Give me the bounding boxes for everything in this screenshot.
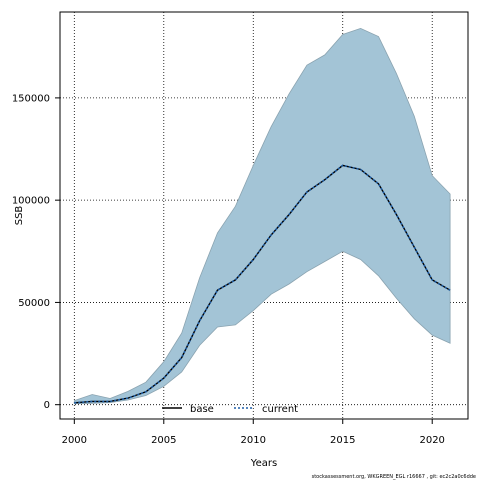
x-tick-label: 2015 (330, 435, 355, 446)
y-axis: 0 50000 100000 150000 (12, 93, 60, 411)
confidence-band (73, 27, 451, 405)
plot-frame (59, 11, 469, 420)
y-tick-label: 100000 (12, 196, 50, 207)
legend: base current (162, 404, 298, 415)
x-tick-label: 2005 (151, 435, 176, 446)
y-tick-label: 150000 (12, 93, 50, 104)
footer-text: stockassessment.org, WKGREEN_EGL r16667 … (312, 474, 476, 480)
x-tick-label: 2000 (62, 435, 87, 446)
series-line-current (74, 164, 451, 404)
series-lines (74, 164, 451, 404)
legend-label-current: current (262, 404, 298, 415)
x-axis: 2000 2005 2010 2015 2020 (62, 419, 445, 446)
y-tick-label: 0 (44, 400, 50, 411)
y-axis-label: SSB (14, 206, 25, 226)
x-tick-label: 2020 (419, 435, 444, 446)
x-axis-label: Years (250, 458, 277, 469)
y-tick-label: 50000 (18, 298, 50, 309)
x-tick-label: 2010 (241, 435, 266, 446)
legend-label-base: base (190, 404, 214, 415)
